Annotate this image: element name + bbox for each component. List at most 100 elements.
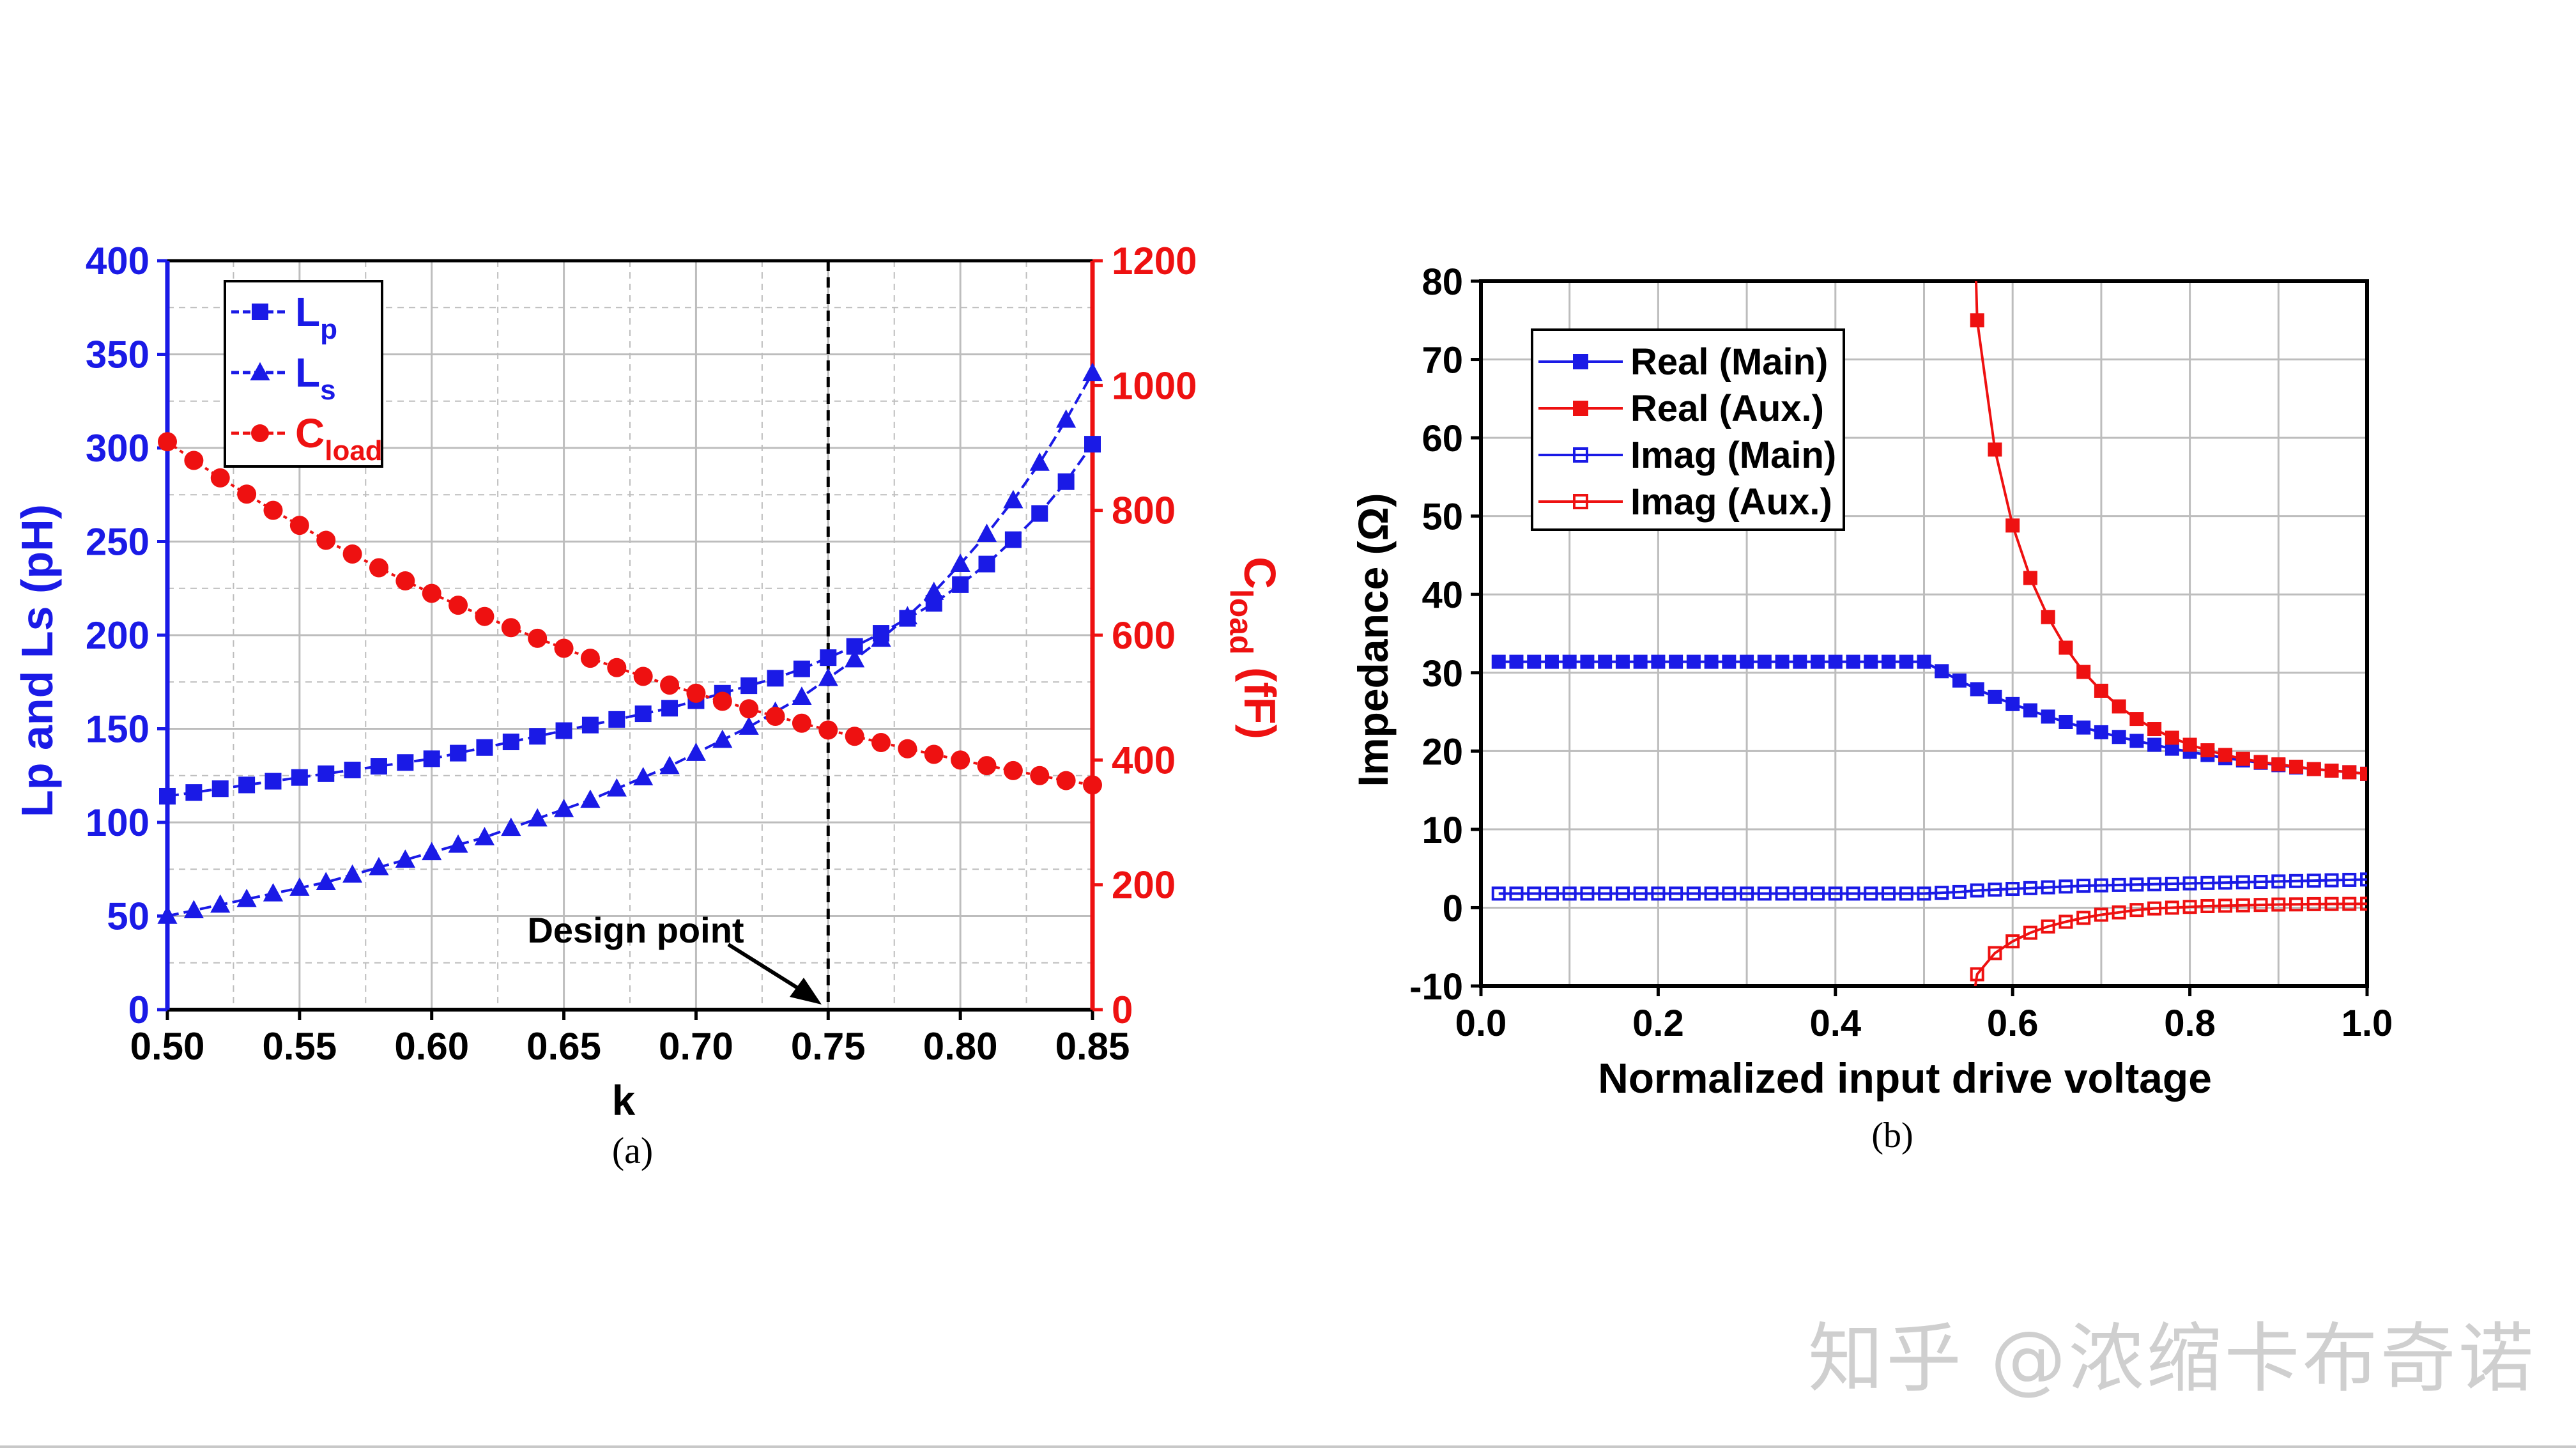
data-point <box>712 691 732 711</box>
data-point <box>607 658 627 677</box>
data-point <box>291 769 308 786</box>
data-point <box>1704 886 1719 901</box>
data-point <box>1917 654 1931 669</box>
data-point <box>818 668 838 686</box>
data-point <box>2253 755 2268 769</box>
data-point <box>1775 654 1790 669</box>
data-point <box>1084 436 1101 453</box>
data-point <box>1882 654 1896 669</box>
data-point <box>1828 886 1843 901</box>
data-point <box>1651 654 1666 669</box>
data-point <box>2306 874 2321 888</box>
data-point <box>475 606 494 626</box>
data-point <box>686 683 706 703</box>
data-point <box>1562 886 1577 901</box>
data-point <box>1882 886 1896 901</box>
legend-marker <box>1573 447 1588 463</box>
data-point <box>2165 730 2179 745</box>
data-point <box>502 734 519 751</box>
data-point <box>528 628 548 648</box>
data-point <box>476 739 493 756</box>
data-point <box>369 856 389 875</box>
data-point <box>1669 886 1683 901</box>
data-point <box>474 827 495 845</box>
data-point <box>1970 313 1984 328</box>
data-point <box>2129 734 2144 748</box>
data-point <box>1899 886 1913 901</box>
y-left-tick-label: 100 <box>86 801 150 844</box>
legend-marker <box>251 424 269 442</box>
data-point <box>659 755 680 774</box>
data-point <box>2235 875 2250 890</box>
data-point <box>740 677 758 695</box>
data-point <box>633 767 654 785</box>
data-point <box>1669 654 1683 669</box>
data-point <box>158 432 177 452</box>
series-real-aux- <box>1970 281 2367 781</box>
data-point <box>686 743 707 761</box>
series-line <box>1974 902 2367 986</box>
data-point <box>2094 878 2108 893</box>
data-point <box>2129 903 2144 918</box>
legend-marker <box>1573 354 1588 369</box>
data-point <box>1970 883 1984 898</box>
data-point <box>2324 897 2339 911</box>
data-point <box>2058 914 2073 929</box>
data-point <box>924 744 944 764</box>
data-point <box>2023 571 2037 585</box>
data-point <box>1544 886 1559 901</box>
y-tick-label: 70 <box>1422 340 1463 381</box>
bottom-divider <box>0 1445 2576 1448</box>
data-point <box>370 758 387 775</box>
chart-b: 0.0 0.2 0.4 0.6 0.8 1.0 -10 0 10 20 30 40 50 60 70 80 No… <box>1349 261 2393 1155</box>
data-point <box>924 582 944 600</box>
legend-marker <box>1573 401 1588 416</box>
data-point <box>1757 886 1772 901</box>
series-ls <box>157 362 1103 924</box>
data-point <box>553 799 574 817</box>
data-point <box>1056 771 1076 790</box>
y-right-tick-label: 200 <box>1112 864 1176 907</box>
data-point <box>793 660 810 677</box>
y-tick-label: 20 <box>1422 731 1463 773</box>
design-point-arrow <box>727 943 805 994</box>
data-point <box>1775 886 1790 901</box>
y-left-tick-label: 50 <box>107 895 150 938</box>
data-point <box>1651 886 1666 901</box>
data-point <box>210 468 230 488</box>
data-point <box>1003 760 1023 780</box>
data-point <box>1633 654 1648 669</box>
data-point <box>1917 886 1931 901</box>
data-point <box>2041 880 2055 895</box>
data-point <box>2360 766 2367 781</box>
data-point <box>238 776 256 794</box>
data-point <box>289 516 309 535</box>
data-point <box>211 780 229 797</box>
data-point <box>661 700 678 717</box>
data-point <box>1952 674 1966 688</box>
y-left-tick-label: 300 <box>86 427 150 470</box>
data-point <box>976 523 997 543</box>
data-point <box>2023 925 2037 940</box>
legend-box <box>224 280 383 468</box>
y-axis-title: Impedance (Ω) <box>1349 493 1397 787</box>
x-tick-label: 0.80 <box>923 1025 998 1068</box>
y-right-tick-label: 400 <box>1112 739 1176 782</box>
y-tick-label: 60 <box>1422 418 1463 459</box>
data-point <box>1527 886 1542 901</box>
data-point <box>2112 699 2126 714</box>
data-point <box>2271 874 2286 889</box>
data-point <box>501 817 521 836</box>
data-point <box>344 761 361 778</box>
data-point <box>501 618 521 638</box>
data-point <box>1864 654 1878 669</box>
data-point <box>1988 689 2002 704</box>
legend-marker <box>1573 494 1588 509</box>
data-point <box>237 484 257 504</box>
y-left-tick-label: 350 <box>86 334 150 376</box>
data-point <box>342 544 362 564</box>
data-point <box>2289 897 2304 912</box>
data-point <box>264 773 282 790</box>
data-point <box>1970 967 1984 982</box>
plot-frame <box>1479 279 2369 988</box>
